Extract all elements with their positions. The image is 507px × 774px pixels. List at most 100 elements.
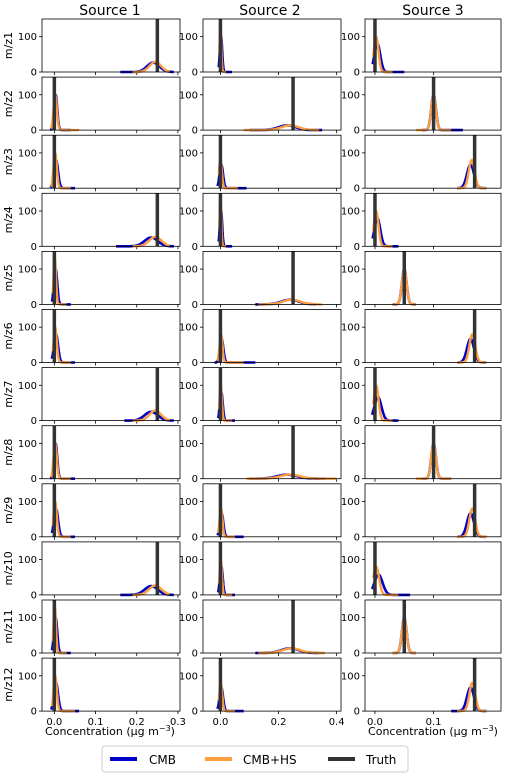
panel-frame bbox=[364, 309, 502, 363]
y-tick-label: 100 bbox=[18, 148, 37, 159]
row-label: m/z1 bbox=[2, 32, 15, 59]
panel: 0 100 bbox=[18, 599, 181, 660]
y-tick-label: 100 bbox=[18, 497, 37, 508]
panel: 0 100 bbox=[179, 309, 342, 369]
panel-background bbox=[203, 483, 341, 537]
y-tick-label: 0 bbox=[354, 300, 360, 311]
row-label: m/z10 bbox=[2, 551, 15, 585]
y-tick-label: 0 bbox=[192, 126, 198, 137]
panel-background bbox=[42, 251, 180, 305]
panel: 0 100 bbox=[341, 541, 502, 601]
panel-background bbox=[42, 77, 180, 131]
y-tick-label: 0 bbox=[354, 242, 360, 253]
panel-frame bbox=[41, 134, 181, 189]
panel-background bbox=[365, 658, 501, 712]
y-tick-label: 100 bbox=[179, 497, 198, 508]
y-tick-label: 100 bbox=[18, 671, 37, 682]
x-tick-label: 0.0 bbox=[212, 717, 228, 728]
y-tick-label: 0 bbox=[354, 707, 360, 718]
panel-frame bbox=[364, 367, 502, 422]
y-tick-label: 0 bbox=[192, 707, 198, 718]
panel-background bbox=[203, 251, 341, 305]
panel-background bbox=[365, 19, 501, 72]
y-tick-label: 0 bbox=[192, 358, 198, 369]
panel-frame bbox=[41, 76, 181, 131]
row-label: m/z12 bbox=[2, 667, 15, 701]
y-tick-label: 0 bbox=[31, 242, 37, 253]
panel-background bbox=[42, 135, 180, 189]
y-tick-label: 0 bbox=[354, 126, 360, 137]
y-tick-label: 100 bbox=[341, 90, 360, 101]
y-tick-label: 100 bbox=[179, 32, 198, 43]
y-tick-label: 0 bbox=[192, 184, 198, 195]
panel-background bbox=[203, 600, 341, 653]
panel: 0 100 bbox=[179, 250, 342, 311]
panel: 0 100 bbox=[179, 483, 342, 543]
panel-background bbox=[365, 251, 501, 305]
panel-frame bbox=[202, 483, 342, 538]
y-tick-label: 100 bbox=[18, 32, 37, 43]
y-tick-label: 0 bbox=[354, 474, 360, 485]
panel-frame bbox=[41, 367, 181, 422]
panel-frame bbox=[364, 657, 502, 712]
y-tick-label: 0 bbox=[354, 590, 360, 601]
panel: 0 100 bbox=[18, 134, 181, 195]
panel: 0 100 0.0 0.1 bbox=[341, 657, 502, 728]
panel: 0 100 bbox=[179, 425, 342, 485]
y-tick-label: 100 bbox=[179, 671, 198, 682]
y-tick-label: 0 bbox=[192, 474, 198, 485]
panel-frame bbox=[202, 541, 342, 596]
panel-background bbox=[365, 600, 501, 653]
panel: 0 100 bbox=[179, 541, 342, 601]
y-tick-label: 100 bbox=[179, 381, 198, 392]
row-label: m/z3 bbox=[2, 148, 15, 175]
x-tick-label: 0.0 bbox=[367, 717, 383, 728]
panel-background bbox=[203, 193, 341, 247]
panel-frame bbox=[202, 309, 342, 363]
y-tick-label: 100 bbox=[341, 555, 360, 566]
y-tick-label: 100 bbox=[341, 497, 360, 508]
panel-background bbox=[203, 367, 341, 421]
column-title-source-2: Source 2 bbox=[239, 3, 300, 19]
panel-frame bbox=[202, 599, 342, 654]
panel: 0 100 bbox=[18, 192, 181, 253]
row-label: m/z4 bbox=[2, 206, 15, 233]
panel-frame bbox=[202, 134, 342, 189]
legend: CMB CMB+HS Truth bbox=[101, 745, 409, 773]
y-tick-label: 100 bbox=[18, 90, 37, 101]
y-tick-label: 100 bbox=[179, 206, 198, 217]
panel-background bbox=[365, 541, 501, 595]
x-tick-label: 0.4 bbox=[329, 717, 345, 728]
y-tick-label: 100 bbox=[341, 265, 360, 276]
x-tick-label: 0.0 bbox=[46, 717, 62, 728]
y-tick-label: 0 bbox=[31, 358, 37, 369]
panel-frame bbox=[364, 18, 502, 73]
y-tick-label: 100 bbox=[18, 555, 37, 566]
panel: 0 100 bbox=[179, 18, 342, 79]
x-axis-label-3: Concentration (µg m−3) bbox=[368, 724, 498, 738]
y-tick-label: 0 bbox=[192, 590, 198, 601]
y-tick-label: 100 bbox=[179, 90, 198, 101]
legend-label-cmb: CMB bbox=[149, 753, 176, 767]
panel-frame bbox=[41, 599, 181, 654]
y-tick-label: 100 bbox=[341, 32, 360, 43]
panel-background bbox=[203, 658, 341, 712]
panel-background bbox=[42, 483, 180, 537]
panel-frame bbox=[364, 425, 502, 480]
panel: 0 100 bbox=[341, 425, 502, 485]
y-tick-label: 100 bbox=[18, 439, 37, 450]
panel: 0 100 bbox=[18, 541, 181, 601]
y-tick-label: 0 bbox=[354, 68, 360, 79]
column-title-source-3: Source 3 bbox=[402, 3, 463, 19]
row-label: m/z6 bbox=[2, 322, 15, 349]
panel-frame bbox=[41, 192, 181, 247]
panel: 0 100 bbox=[341, 134, 502, 195]
panel: 0 100 bbox=[341, 367, 502, 427]
panel-background bbox=[42, 309, 180, 363]
panel-background bbox=[203, 19, 341, 72]
y-tick-label: 100 bbox=[18, 265, 37, 276]
y-tick-label: 0 bbox=[31, 649, 37, 660]
panel-frame bbox=[202, 657, 342, 712]
panel-background bbox=[203, 309, 341, 363]
panel-background bbox=[365, 367, 501, 421]
